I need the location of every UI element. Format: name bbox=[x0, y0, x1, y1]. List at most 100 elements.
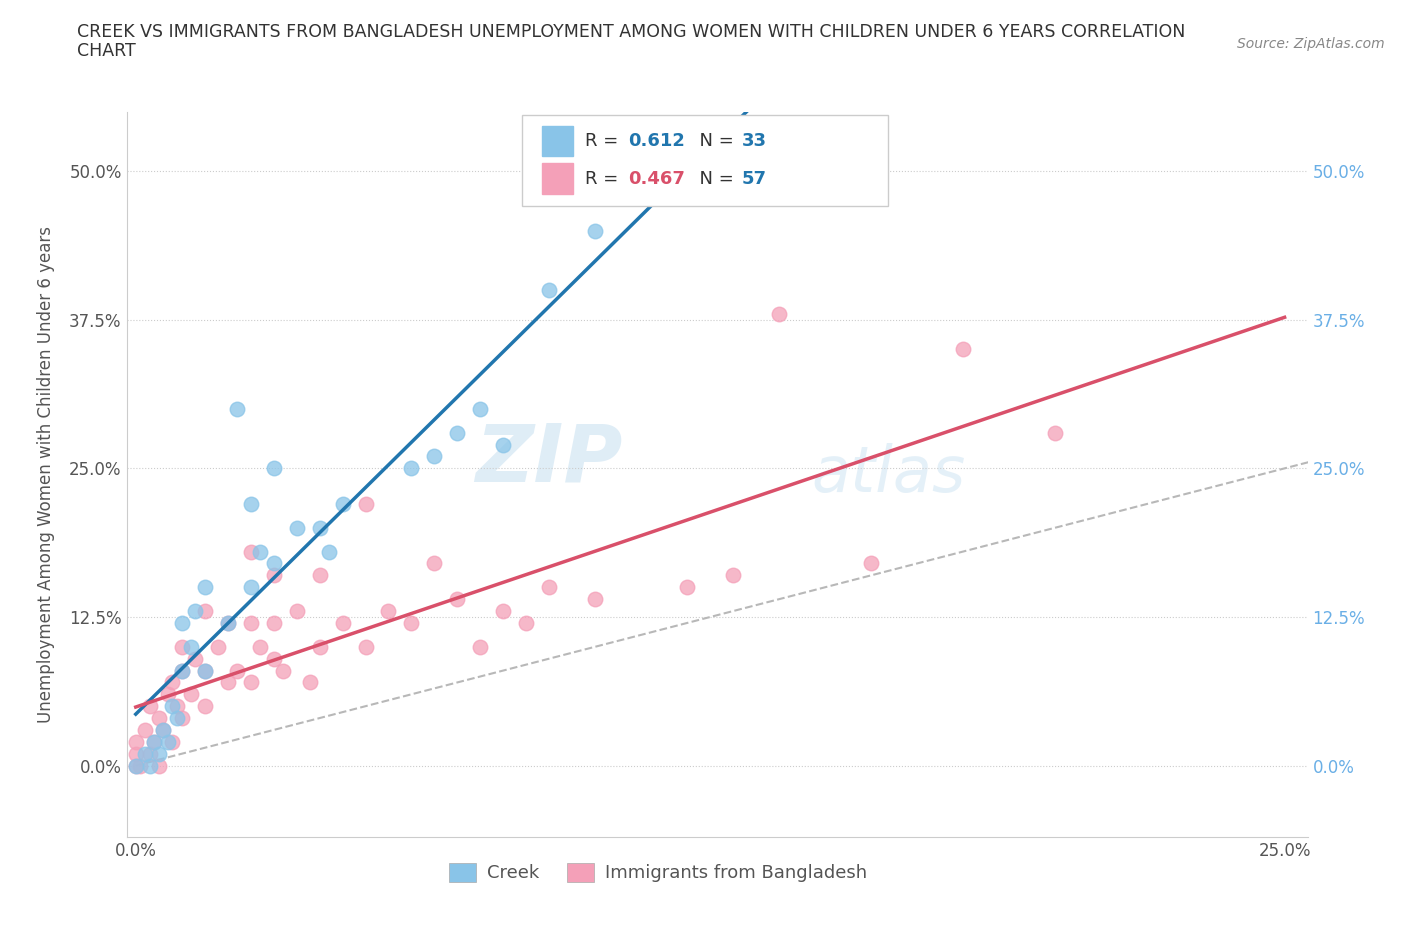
Point bbox=[239, 675, 262, 690]
Text: N =: N = bbox=[688, 170, 740, 188]
Point bbox=[263, 556, 285, 571]
Point bbox=[156, 735, 179, 750]
Point bbox=[721, 568, 744, 583]
Point bbox=[332, 616, 354, 631]
Y-axis label: Unemployment Among Women with Children Under 6 years: Unemployment Among Women with Children U… bbox=[37, 226, 55, 723]
Point bbox=[170, 616, 193, 631]
Point bbox=[285, 604, 308, 618]
Point bbox=[768, 306, 790, 321]
Point bbox=[194, 604, 217, 618]
Point bbox=[239, 616, 262, 631]
Text: ZIP: ZIP bbox=[475, 420, 623, 498]
Point bbox=[308, 521, 330, 536]
Point bbox=[225, 663, 247, 678]
Point bbox=[143, 735, 166, 750]
Point bbox=[134, 723, 156, 737]
Point bbox=[263, 461, 285, 476]
Point bbox=[515, 616, 537, 631]
Bar bbox=[543, 126, 574, 156]
Point bbox=[138, 746, 160, 761]
Point bbox=[676, 579, 699, 594]
Bar bbox=[543, 164, 574, 194]
Point bbox=[125, 758, 148, 773]
Point bbox=[354, 497, 377, 512]
Text: 0.467: 0.467 bbox=[628, 170, 685, 188]
Point bbox=[239, 579, 262, 594]
Point bbox=[170, 711, 193, 725]
Point bbox=[162, 735, 184, 750]
Text: 57: 57 bbox=[742, 170, 766, 188]
Point bbox=[308, 639, 330, 654]
Point bbox=[152, 723, 174, 737]
Point bbox=[138, 758, 160, 773]
Point bbox=[239, 544, 262, 559]
Text: R =: R = bbox=[585, 170, 624, 188]
Point bbox=[170, 639, 193, 654]
Point bbox=[225, 402, 247, 417]
Point bbox=[152, 723, 174, 737]
Point bbox=[583, 591, 606, 606]
Point bbox=[162, 698, 184, 713]
Point bbox=[194, 663, 217, 678]
Point bbox=[207, 639, 229, 654]
Point bbox=[125, 746, 148, 761]
Point bbox=[299, 675, 322, 690]
Point bbox=[143, 735, 166, 750]
Text: 0.612: 0.612 bbox=[628, 132, 685, 151]
Text: CREEK VS IMMIGRANTS FROM BANGLADESH UNEMPLOYMENT AMONG WOMEN WITH CHILDREN UNDER: CREEK VS IMMIGRANTS FROM BANGLADESH UNEM… bbox=[77, 23, 1185, 41]
Point bbox=[170, 663, 193, 678]
Point bbox=[148, 711, 170, 725]
Point bbox=[148, 758, 170, 773]
Point bbox=[332, 497, 354, 512]
Point bbox=[263, 616, 285, 631]
FancyBboxPatch shape bbox=[522, 115, 889, 206]
Point bbox=[148, 746, 170, 761]
Text: R =: R = bbox=[585, 132, 624, 151]
Point bbox=[170, 663, 193, 678]
Point bbox=[308, 568, 330, 583]
Point bbox=[217, 675, 239, 690]
Point bbox=[401, 616, 423, 631]
Point bbox=[354, 639, 377, 654]
Point bbox=[401, 461, 423, 476]
Point bbox=[538, 283, 561, 298]
Point bbox=[138, 698, 160, 713]
Point bbox=[184, 651, 207, 666]
Text: N =: N = bbox=[688, 132, 740, 151]
Point bbox=[217, 616, 239, 631]
Point bbox=[125, 758, 148, 773]
Point bbox=[492, 604, 515, 618]
Point bbox=[217, 616, 239, 631]
Point bbox=[423, 449, 446, 464]
Point bbox=[162, 675, 184, 690]
Text: 33: 33 bbox=[742, 132, 766, 151]
Point bbox=[583, 223, 606, 238]
Point bbox=[156, 687, 179, 702]
Point bbox=[194, 663, 217, 678]
Point bbox=[377, 604, 399, 618]
Point bbox=[538, 579, 561, 594]
Point bbox=[470, 402, 492, 417]
Text: CHART: CHART bbox=[77, 42, 136, 60]
Point bbox=[249, 544, 271, 559]
Point bbox=[318, 544, 340, 559]
Text: atlas: atlas bbox=[811, 444, 966, 505]
Point bbox=[271, 663, 294, 678]
Point bbox=[166, 711, 188, 725]
Text: Source: ZipAtlas.com: Source: ZipAtlas.com bbox=[1237, 37, 1385, 51]
Point bbox=[239, 497, 262, 512]
Point bbox=[470, 639, 492, 654]
Legend: Creek, Immigrants from Bangladesh: Creek, Immigrants from Bangladesh bbox=[441, 856, 875, 890]
Point bbox=[492, 437, 515, 452]
Point bbox=[1043, 425, 1066, 440]
Point bbox=[194, 698, 217, 713]
Point bbox=[129, 758, 152, 773]
Point bbox=[285, 521, 308, 536]
Point bbox=[263, 651, 285, 666]
Point bbox=[249, 639, 271, 654]
Point bbox=[446, 425, 468, 440]
Point bbox=[446, 591, 468, 606]
Point bbox=[125, 735, 148, 750]
Point bbox=[423, 556, 446, 571]
Point bbox=[184, 604, 207, 618]
